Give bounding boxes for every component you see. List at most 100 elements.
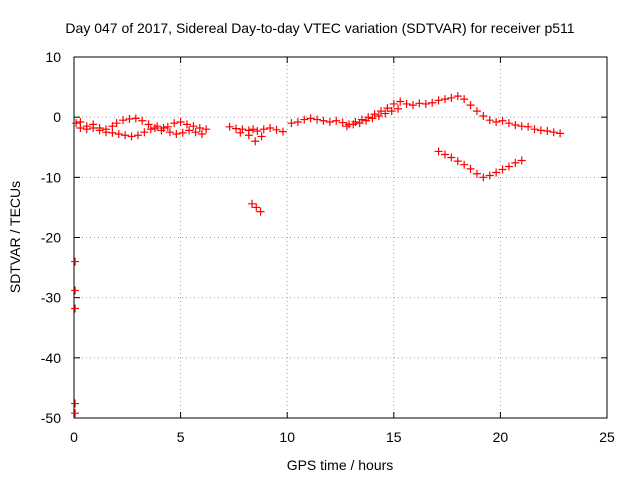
data-point: [319, 116, 328, 125]
data-point: [479, 111, 488, 120]
data-point: [121, 131, 130, 140]
y-tick-label: -40: [41, 350, 61, 366]
x-tick-label: 10: [279, 429, 295, 445]
plot-frame: [73, 56, 608, 419]
data-point: [383, 104, 392, 113]
data-point: [185, 126, 194, 135]
data-point: [332, 116, 341, 125]
data-point: [101, 128, 110, 137]
data-point: [82, 125, 91, 134]
data-point: [453, 157, 462, 166]
data-point: [125, 114, 134, 123]
data-point: [131, 114, 140, 123]
data-point: [71, 399, 80, 408]
data-point: [485, 171, 494, 180]
data-point: [170, 119, 179, 128]
data-point: [197, 130, 206, 139]
data-point: [95, 126, 104, 135]
data-point: [293, 117, 302, 126]
data-point: [71, 257, 80, 266]
data-marks: [71, 92, 565, 418]
data-point: [140, 128, 149, 137]
data-point: [402, 99, 411, 108]
data-point: [485, 116, 494, 125]
data-point: [232, 124, 241, 133]
data-point: [251, 137, 260, 146]
data-point: [498, 116, 507, 125]
data-point: [408, 101, 417, 110]
data-point: [144, 120, 153, 129]
data-point: [202, 125, 211, 134]
y-tick-label: -20: [41, 230, 61, 246]
data-point: [492, 168, 501, 177]
data-point: [249, 125, 258, 134]
data-point: [381, 109, 390, 118]
data-point: [72, 119, 81, 128]
y-axis-label: SDTVAR / TECUs: [7, 181, 23, 293]
grid-lines: [74, 57, 607, 418]
data-point: [396, 97, 405, 106]
data-point: [447, 153, 456, 162]
data-point: [325, 117, 334, 126]
y-tick-label: -30: [41, 290, 61, 306]
series-main-track: [72, 92, 565, 138]
axis-ticks: [73, 56, 608, 419]
data-point: [133, 131, 142, 140]
data-point: [466, 101, 475, 110]
x-tick-label: 0: [70, 429, 78, 445]
data-point: [306, 114, 315, 123]
data-point: [479, 173, 488, 182]
data-point: [252, 203, 261, 212]
data-point: [189, 122, 198, 131]
data-point: [256, 207, 265, 216]
data-point: [377, 107, 386, 116]
data-point: [76, 123, 85, 132]
series-lower-band: [76, 122, 266, 146]
x-tick-label: 25: [599, 429, 615, 445]
data-point: [182, 120, 191, 129]
data-point: [259, 125, 268, 134]
y-tick-label: 10: [45, 49, 61, 65]
y-tick-label: -10: [41, 169, 61, 185]
data-point: [511, 158, 520, 167]
data-point: [368, 114, 377, 123]
data-point: [492, 117, 501, 126]
data-point: [225, 122, 234, 131]
data-point: [362, 116, 371, 125]
data-point: [119, 116, 128, 125]
data-point: [89, 123, 98, 132]
data-point: [349, 120, 358, 129]
data-point: [236, 128, 245, 137]
data-point: [355, 119, 364, 128]
data-point: [159, 123, 168, 132]
x-tick-label: 15: [386, 429, 402, 445]
data-point: [421, 99, 430, 108]
series-dip-arc: [434, 147, 526, 182]
x-tick-labels: 0 5 10 15 20 25: [70, 429, 615, 445]
data-point: [253, 127, 262, 136]
data-point: [447, 93, 456, 102]
data-point: [172, 130, 181, 139]
data-point: [257, 132, 266, 141]
data-point: [163, 122, 172, 131]
data-point: [434, 147, 443, 156]
data-point: [517, 156, 526, 165]
data-point: [504, 119, 513, 128]
data-point: [370, 110, 379, 119]
data-point: [278, 127, 287, 136]
data-point: [434, 96, 443, 105]
series-rising-arc: [342, 104, 403, 131]
data-point: [108, 128, 117, 137]
series-left-axis-outliers: [71, 257, 80, 418]
data-point: [460, 95, 469, 104]
data-point: [394, 104, 403, 113]
data-point: [389, 99, 398, 108]
data-point: [387, 107, 396, 116]
data-point: [338, 118, 347, 127]
data-point: [543, 127, 552, 136]
data-point: [146, 125, 155, 134]
data-point: [176, 117, 185, 126]
data-point: [472, 169, 481, 178]
data-point: [138, 116, 147, 125]
data-point: [266, 123, 275, 132]
